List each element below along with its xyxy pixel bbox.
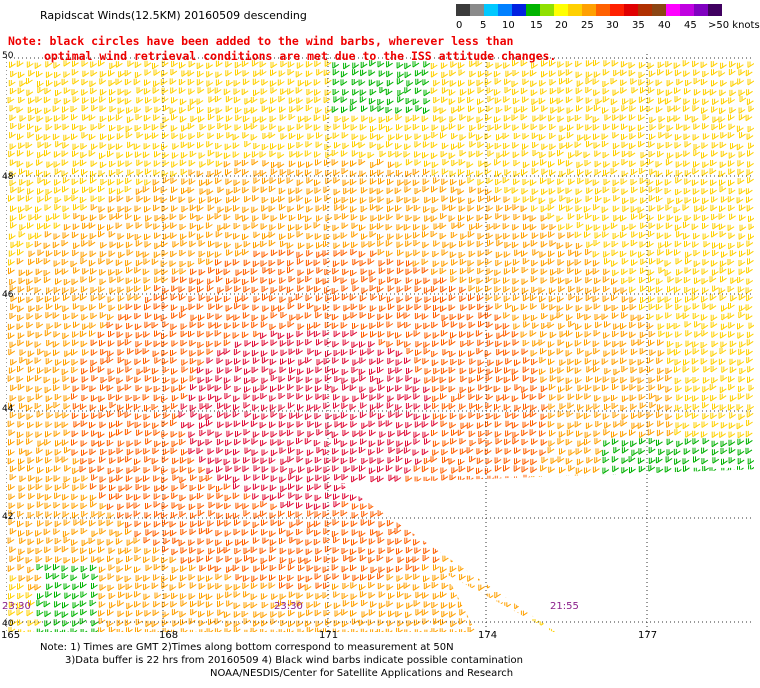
scale-swatch (652, 4, 666, 16)
wind-barb-map (6, 54, 754, 632)
scale-label: 25 (581, 20, 594, 31)
lat-label: 46 (2, 290, 14, 300)
lat-label: 50 (2, 51, 14, 61)
scale-swatch (610, 4, 624, 16)
scale-label: 35 (632, 20, 645, 31)
scale-label: >50 knots (708, 20, 760, 31)
pass-time-label: 23:30 (274, 601, 303, 612)
lat-lon-grid (6, 54, 754, 632)
scale-label: 5 (480, 20, 487, 31)
lon-label: 165 (1, 630, 21, 641)
scale-swatch (708, 4, 722, 16)
scale-label: 40 (658, 20, 671, 31)
scale-swatch (498, 4, 512, 16)
swath-gap (341, 469, 754, 632)
scale-label: 15 (530, 20, 543, 31)
pass-time-label: 21:55 (550, 601, 579, 612)
scale-swatch (694, 4, 708, 16)
lon-label: 171 (319, 630, 339, 641)
scale-swatch (526, 4, 540, 16)
contamination-note-line2: optimal wind retrieval conditions are me… (44, 49, 557, 63)
scale-swatch (582, 4, 596, 16)
lat-label: 42 (2, 512, 14, 522)
scale-swatch (484, 4, 498, 16)
footer-note-line1: Note: 1) Times are GMT 2)Times along bot… (40, 642, 454, 653)
lon-label: 177 (638, 630, 658, 641)
scale-label: 20 (555, 20, 568, 31)
scale-swatch (456, 4, 470, 16)
scale-swatch (596, 4, 610, 16)
scale-label: 45 (684, 20, 697, 31)
lon-label: 174 (478, 630, 498, 641)
lat-label: 48 (2, 172, 14, 182)
scale-swatch (568, 4, 582, 16)
scale-swatch (540, 4, 554, 16)
pass-time-label: 23:30 (2, 601, 31, 612)
swath-gap (446, 574, 554, 632)
scale-swatch (666, 4, 680, 16)
scale-label: 30 (606, 20, 619, 31)
scale-label: 10 (502, 20, 515, 31)
scale-swatch (470, 4, 484, 16)
scale-label: 0 (456, 20, 463, 31)
scale-swatch (624, 4, 638, 16)
footer-credit: NOAA/NESDIS/Center for Satellite Applica… (210, 668, 514, 679)
chart-title: Rapidscat Winds(12.5KM) 20160509 descend… (40, 9, 307, 22)
footer-note-line2: 3)Data buffer is 22 hrs from 20160509 4)… (65, 655, 523, 666)
lat-label: 40 (2, 619, 14, 629)
scale-swatch (680, 4, 694, 16)
contamination-note-line1: Note: black circles have been added to t… (8, 34, 514, 48)
scale-swatch (554, 4, 568, 16)
lat-label: 44 (2, 404, 14, 414)
scale-swatch (512, 4, 526, 16)
lon-label: 168 (159, 630, 179, 641)
scale-swatch (638, 4, 652, 16)
